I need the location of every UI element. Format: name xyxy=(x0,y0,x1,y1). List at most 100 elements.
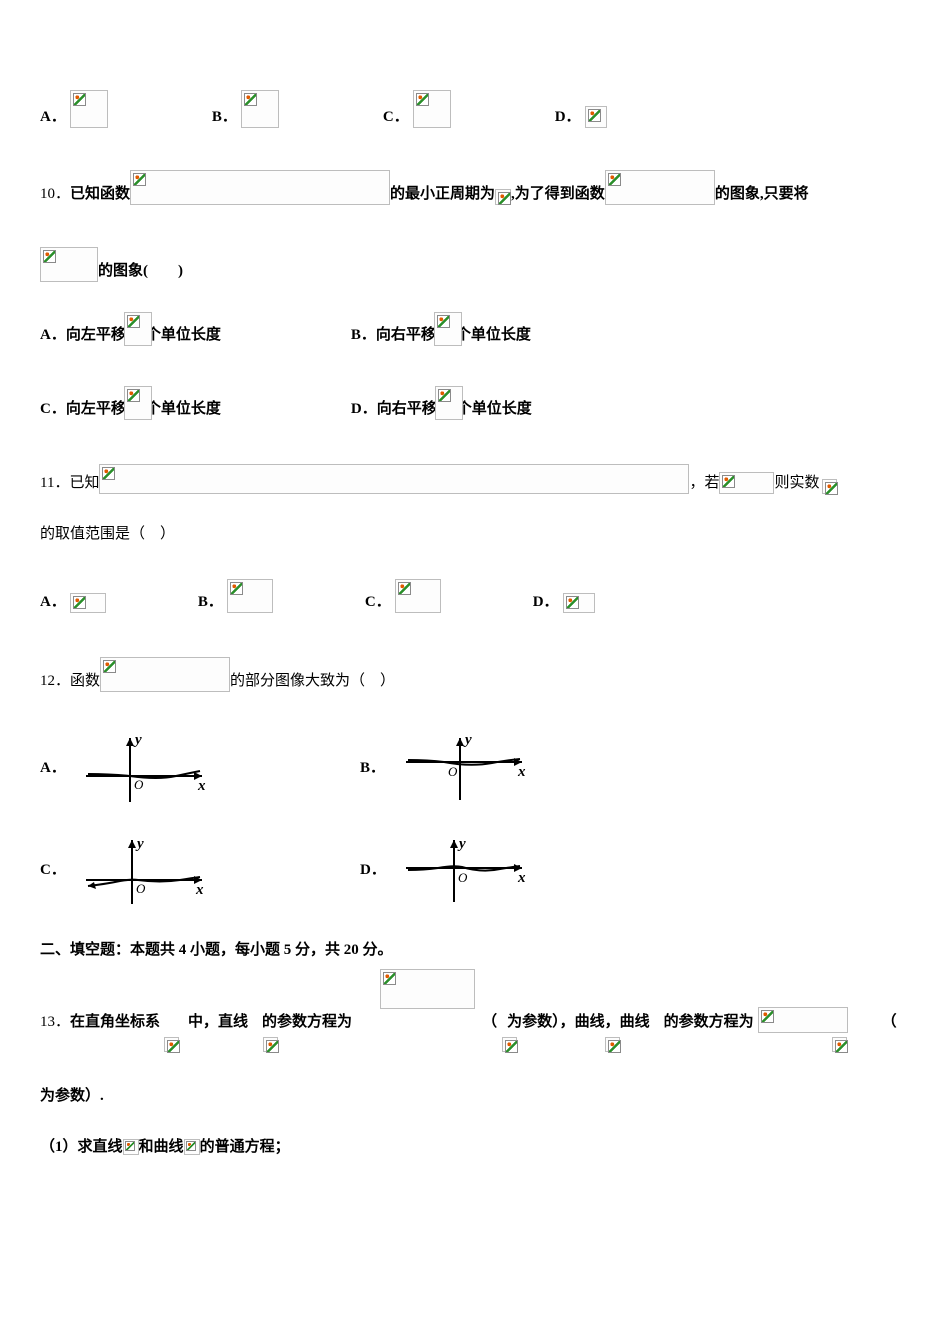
svg-text:x: x xyxy=(517,764,526,780)
svg-text:O: O xyxy=(136,881,146,896)
broken-image-icon xyxy=(822,479,837,494)
q12-lead: 函数 xyxy=(70,671,100,692)
q11-option-d: D． xyxy=(533,592,595,613)
q9-option-d: D． xyxy=(555,106,607,128)
q11-a-label: A． xyxy=(40,592,66,613)
q12-b-label: B． xyxy=(360,758,400,779)
q11-comma: ，若 xyxy=(689,473,719,494)
svg-text:O: O xyxy=(134,777,144,792)
q11-b-label: B． xyxy=(198,592,223,613)
q10-tail: 的图象( ) xyxy=(98,261,183,282)
q12-stem: 12． 函数 的部分图像大致为（ ） xyxy=(40,657,910,692)
q10-option-d: D．向右平移 个单位长度 xyxy=(351,386,532,420)
q11-then: 则实数 xyxy=(774,473,819,494)
q11-tail: 的取值范围是（ ） xyxy=(40,524,175,545)
q10-option-a: A．向左平移 个单位长度 xyxy=(40,312,221,346)
broken-image-icon xyxy=(832,1037,847,1052)
q13-p6: 的参数方程为 xyxy=(664,1012,754,1033)
broken-image-icon xyxy=(435,386,463,420)
q12-tail: 的部分图像大致为（ ） xyxy=(230,671,395,692)
broken-image-icon xyxy=(164,1037,179,1052)
q13-sub1-post: 求直线 xyxy=(78,1139,123,1155)
svg-text:x: x xyxy=(195,882,204,898)
q10-d-unit: 个单位长度 xyxy=(457,399,532,420)
q10-mid3: 的图象,只要将 xyxy=(715,184,809,205)
svg-text:y: y xyxy=(457,836,466,852)
q13-block: 13． 在直角坐标系 中，直线 的参数方程为 （ 为参数），曲线 ，曲线 的参数… xyxy=(40,969,910,1158)
broken-image-icon xyxy=(124,312,152,346)
q13-p5b: ，曲线 xyxy=(605,1012,650,1033)
q9-option-c: C． xyxy=(383,90,451,128)
q12-number: 12． xyxy=(40,671,70,692)
q11-option-c: C． xyxy=(365,579,441,613)
q10-mid2: ,为了得到函数 xyxy=(511,184,605,205)
q10-option-c: C．向左平移 个单位长度 xyxy=(40,386,221,420)
q9-b-label: B． xyxy=(212,107,237,128)
broken-image-icon xyxy=(413,90,451,128)
broken-image-icon xyxy=(99,464,689,494)
q13-sub1: （1）求直线和曲线的普通方程； xyxy=(40,1137,910,1158)
q12-a-label: A． xyxy=(40,758,80,779)
q11-stem-line2: 的取值范围是（ ） xyxy=(40,524,910,545)
broken-image-icon xyxy=(380,969,475,1009)
broken-image-icon xyxy=(100,657,230,692)
broken-image-icon xyxy=(605,1037,620,1052)
svg-text:O: O xyxy=(448,764,458,779)
q9-d-label: D． xyxy=(555,107,581,128)
q13-p7: （ xyxy=(882,1012,897,1033)
q11-stem-line1: 11． 已知 ，若 则实数 xyxy=(40,464,910,494)
q10-c-pre: C．向左平移 xyxy=(40,399,126,420)
q11-option-b: B． xyxy=(198,579,273,613)
q9-c-label: C． xyxy=(383,107,409,128)
q10-c-unit: 个单位长度 xyxy=(146,399,221,420)
q10-lead: 已知函数 xyxy=(70,184,130,205)
svg-text:y: y xyxy=(133,732,142,748)
svg-text:y: y xyxy=(135,836,144,852)
q10-mid1: 的最小正周期为 xyxy=(390,184,495,205)
q13-sub1-tail: 的普通方程； xyxy=(200,1139,290,1155)
q11-d-label: D． xyxy=(533,592,559,613)
broken-image-icon xyxy=(395,579,441,613)
broken-image-icon xyxy=(758,1007,848,1033)
broken-image-icon xyxy=(585,106,607,128)
q10-options-cd: C．向左平移 个单位长度 D．向右平移 个单位长度 xyxy=(40,386,910,420)
broken-image-icon xyxy=(70,90,108,128)
q13-p5: 为参数），曲线 xyxy=(507,1012,605,1033)
section2-title: 二、填空题：本题共 4 小题，每小题 5 分，共 20 分。 xyxy=(40,940,910,961)
q13-p3: 的参数方程为 xyxy=(262,1012,352,1033)
broken-image-icon xyxy=(123,1139,139,1155)
q10-d-pre: D．向右平移 xyxy=(351,399,437,420)
q12-graph-d: y x O xyxy=(400,834,530,906)
q10-a-unit: 个单位长度 xyxy=(146,325,221,346)
q10-stem-line1: 10． 已知函数 的最小正周期为 ,为了得到函数 的图象,只要将 xyxy=(40,170,910,205)
q9-option-b: B． xyxy=(212,90,279,128)
q9-option-a: A． xyxy=(40,90,108,128)
q12-graphs-cd: C． y x O D． y xyxy=(40,834,910,906)
q12-graph-b: y x O xyxy=(400,732,530,804)
svg-text:y: y xyxy=(463,732,472,748)
broken-image-icon xyxy=(263,1037,278,1052)
broken-image-icon xyxy=(184,1139,200,1155)
q13-sub1-mid: 和曲线 xyxy=(139,1139,184,1155)
broken-image-icon xyxy=(502,1037,517,1052)
q10-options-ab: A．向左平移 个单位长度 B．向右平移 个单位长度 xyxy=(40,312,910,346)
q10-stem-line2: 的图象( ) xyxy=(40,247,910,282)
q11-c-label: C． xyxy=(365,592,391,613)
q12-graph-a: y x O xyxy=(80,732,210,804)
broken-image-icon xyxy=(40,247,98,282)
broken-image-icon xyxy=(70,593,106,613)
broken-image-icon xyxy=(130,170,390,205)
q12-d-label: D． xyxy=(360,860,400,881)
q11-lead: 已知 xyxy=(69,473,99,494)
q13-p8: 为参数）. xyxy=(40,1086,910,1107)
q13-p2: 中，直线 xyxy=(188,1012,248,1033)
q13-line2 xyxy=(40,1037,910,1052)
q10-b-pre: B．向右平移 xyxy=(351,325,436,346)
broken-image-icon xyxy=(605,170,715,205)
q12-graph-c: y x O xyxy=(80,834,210,906)
broken-image-icon xyxy=(495,189,511,205)
broken-image-icon xyxy=(124,386,152,420)
q10-b-unit: 个单位长度 xyxy=(456,325,531,346)
q9-options-row: A． B． C． D． xyxy=(40,90,910,128)
broken-image-icon xyxy=(563,593,595,613)
